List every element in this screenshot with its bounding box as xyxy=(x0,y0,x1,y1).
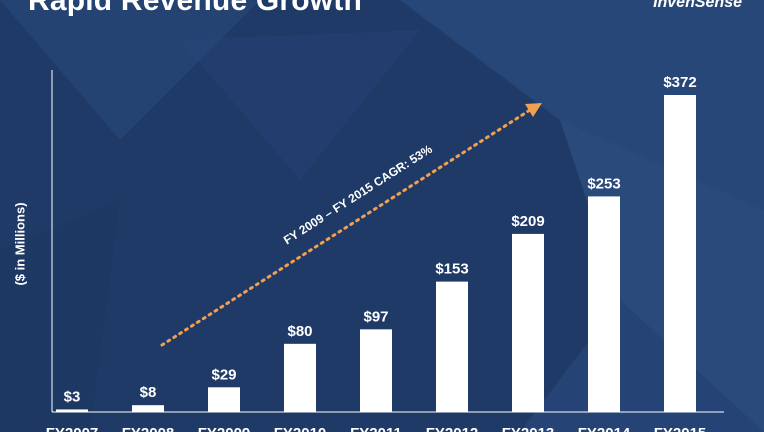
x-tick-label-fy2013: FY2013 xyxy=(502,425,555,432)
value-label-fy2010: $80 xyxy=(287,323,312,340)
bar-fy2014 xyxy=(588,196,620,412)
bar-fy2008 xyxy=(132,405,164,412)
bar-fy2013 xyxy=(512,233,544,412)
value-label-fy2007: $3 xyxy=(64,388,81,405)
value-label-fy2014: $253 xyxy=(587,175,620,192)
bar-fy2010 xyxy=(284,343,316,412)
slide-title: Rapid Revenue Growth xyxy=(28,0,363,17)
x-tick-label-fy2014: FY2014 xyxy=(578,425,631,432)
x-tick-label-fy2008: FY2008 xyxy=(122,425,175,432)
cagr-arrowhead xyxy=(525,103,542,117)
bar-fy2007 xyxy=(56,409,88,412)
value-label-fy2012: $153 xyxy=(435,261,468,278)
x-tick-label-fy2011: FY2011 xyxy=(350,425,402,432)
value-label-fy2008: $8 xyxy=(140,384,157,401)
y-axis-label: ($ in Millions) xyxy=(12,202,28,286)
value-label-fy2009: $29 xyxy=(211,366,236,383)
cagr-annotation: FY 2009 – FY 2015 CAGR: 53% xyxy=(281,142,435,248)
x-tick-label-fy2010: FY2010 xyxy=(274,425,327,432)
bars-group xyxy=(56,95,696,412)
value-label-fy2013: $209 xyxy=(511,213,544,230)
bar-fy2011 xyxy=(360,329,392,412)
brand-logo: InvenSense xyxy=(653,0,742,11)
x-tick-label-fy2007: FY2007 xyxy=(46,425,99,432)
cagr-dotted-line xyxy=(160,108,532,347)
value-label-fy2011: $97 xyxy=(363,308,388,325)
value-labels-group: $3 $8 $29 $80 $97 $153 $209 $253 $372 xyxy=(64,74,697,405)
cagr-trend-arrow: FY 2009 – FY 2015 CAGR: 53% xyxy=(160,103,542,347)
bar-fy2012 xyxy=(436,281,468,412)
value-label-fy2015: $372 xyxy=(663,74,696,91)
bar-fy2015 xyxy=(664,95,696,412)
bar-fy2009 xyxy=(208,387,240,412)
x-tick-label-fy2012: FY2012 xyxy=(426,425,479,432)
